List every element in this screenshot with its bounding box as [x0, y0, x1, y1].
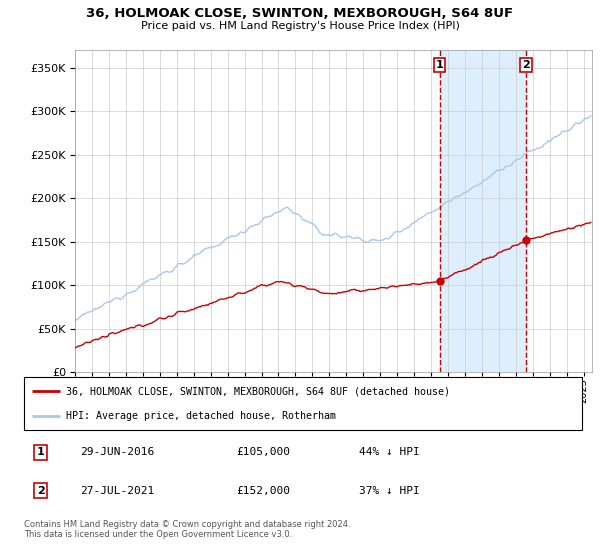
Text: 1: 1: [436, 60, 443, 70]
Text: 37% ↓ HPI: 37% ↓ HPI: [359, 486, 419, 496]
Text: 2: 2: [522, 60, 530, 70]
FancyBboxPatch shape: [24, 377, 582, 430]
Text: Price paid vs. HM Land Registry's House Price Index (HPI): Price paid vs. HM Land Registry's House …: [140, 21, 460, 31]
Text: £152,000: £152,000: [236, 486, 290, 496]
Text: 1: 1: [37, 447, 44, 457]
Text: 36, HOLMOAK CLOSE, SWINTON, MEXBOROUGH, S64 8UF (detached house): 36, HOLMOAK CLOSE, SWINTON, MEXBOROUGH, …: [66, 386, 450, 396]
Text: Contains HM Land Registry data © Crown copyright and database right 2024.
This d: Contains HM Land Registry data © Crown c…: [24, 520, 350, 539]
Bar: [440, 50, 526, 372]
Text: 44% ↓ HPI: 44% ↓ HPI: [359, 447, 419, 457]
Text: HPI: Average price, detached house, Rotherham: HPI: Average price, detached house, Roth…: [66, 410, 336, 421]
Text: 27-JUL-2021: 27-JUL-2021: [80, 486, 154, 496]
Text: 2: 2: [37, 486, 44, 496]
Text: 36, HOLMOAK CLOSE, SWINTON, MEXBOROUGH, S64 8UF: 36, HOLMOAK CLOSE, SWINTON, MEXBOROUGH, …: [86, 7, 514, 20]
Text: £105,000: £105,000: [236, 447, 290, 457]
Text: 29-JUN-2016: 29-JUN-2016: [80, 447, 154, 457]
